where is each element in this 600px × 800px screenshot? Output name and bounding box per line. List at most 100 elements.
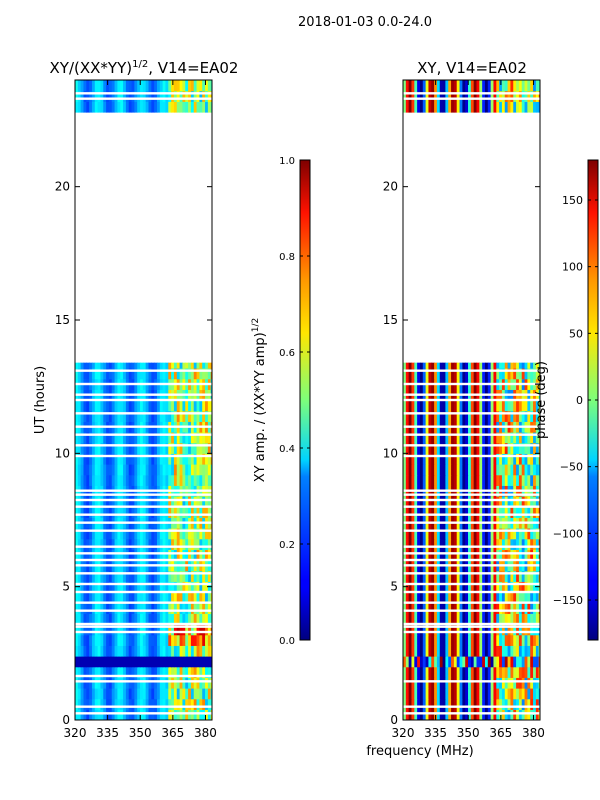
amplitude-heatmap-cell	[159, 656, 164, 668]
amplitude-heatmap-cell	[80, 400, 85, 412]
amplitude-heatmap-cell	[83, 400, 87, 412]
phase-heatmap-cell	[518, 400, 523, 412]
amplitude-heatmap-cell	[185, 688, 189, 700]
amplitude-heatmap-cell	[190, 645, 195, 657]
amplitude-heatmap-cell	[162, 613, 167, 625]
amplitude-heatmap-cell	[128, 592, 133, 604]
phase-heatmap-cell	[453, 90, 458, 102]
phase-heatmap-cell	[499, 677, 503, 689]
amplitude-heatmap-cell	[106, 368, 110, 380]
amplitude-heatmap-cell	[196, 368, 200, 380]
amplitude-heatmap-cell	[202, 602, 206, 614]
phase-heatmap-cell	[473, 602, 478, 614]
amplitude-heatmap-cell	[131, 80, 135, 92]
amplitude-heatmap-cell	[156, 80, 161, 92]
amplitude-heatmap-cell	[103, 634, 107, 646]
amplitude-heatmap-cell	[94, 410, 99, 422]
amplitude-data-gap	[75, 521, 212, 524]
amplitude-heatmap-cell	[199, 453, 203, 465]
phase-heatmap-cell	[408, 624, 413, 636]
amplitude-heatmap-cell	[111, 101, 116, 113]
phase-heatmap-cell	[422, 496, 427, 508]
phase-heatmap-cell	[470, 528, 475, 540]
phase-heatmap-cell	[501, 506, 506, 518]
amplitude-heatmap-cell	[151, 432, 155, 444]
phase-heatmap-cell	[482, 400, 486, 412]
phase-heatmap-cell	[434, 90, 438, 102]
amplitude-heatmap-cell	[193, 368, 198, 380]
amplitude-heatmap-cell	[193, 570, 198, 582]
amplitude-heatmap-cell	[202, 496, 206, 508]
amplitude-heatmap-cell	[75, 570, 79, 582]
phase-heatmap-cell	[468, 581, 472, 593]
amplitude-heatmap-cell	[106, 400, 110, 412]
phase-heatmap-cell	[501, 549, 506, 561]
phase-heatmap-cell	[442, 80, 447, 92]
amplitude-heatmap-cell	[165, 624, 169, 636]
amplitude-heatmap-cell	[207, 549, 212, 561]
amplitude-heatmap-cell	[114, 528, 119, 540]
phase-heatmap-cell	[403, 666, 407, 678]
phase-heatmap-cell	[530, 362, 534, 369]
amplitude-heatmap-cell	[173, 362, 178, 369]
amplitude-heatmap-cell	[162, 101, 167, 113]
amplitude-heatmap-cell	[156, 592, 161, 604]
phase-heatmap-cell	[484, 464, 489, 476]
amplitude-heatmap-cell	[91, 656, 96, 668]
phase-heatmap-cell	[516, 464, 520, 476]
phase-heatmap-cell	[504, 549, 509, 561]
phase-heatmap-cell	[479, 453, 483, 465]
phase-heatmap-cell	[513, 645, 517, 657]
amplitude-heatmap-cell	[117, 666, 121, 678]
phase-heatmap-cell	[419, 80, 424, 92]
amplitude-heatmap-cell	[120, 464, 124, 476]
amplitude-heatmap-cell	[148, 453, 152, 465]
amplitude-colorbar-tick-label: 0.2	[279, 540, 295, 551]
amplitude-heatmap-cell	[83, 506, 87, 518]
phase-heatmap-cell	[521, 506, 526, 518]
phase-heatmap-cell	[524, 453, 528, 465]
amplitude-heatmap-cell	[123, 464, 127, 476]
amplitude-heatmap-cell	[190, 432, 195, 444]
amplitude-heatmap-cell	[114, 362, 119, 369]
amplitude-colorbar-tick-label: 0.0	[279, 636, 295, 647]
amplitude-heatmap-cell	[137, 80, 141, 92]
amplitude-heatmap-cell	[173, 634, 178, 646]
amplitude-heatmap-cell	[106, 101, 110, 113]
amplitude-data-gap	[75, 412, 212, 415]
amplitude-heatmap-cell	[199, 432, 203, 444]
phase-heatmap-cell	[462, 677, 466, 689]
amplitude-heatmap-cell	[168, 624, 172, 636]
phase-heatmap-cell	[448, 592, 452, 604]
phase-heatmap-cell	[490, 362, 495, 369]
amplitude-heatmap-cell	[100, 549, 104, 561]
phase-heatmap-cell	[403, 570, 407, 582]
phase-heatmap-cell	[411, 80, 415, 92]
phase-heatmap-cell	[453, 602, 458, 614]
phase-heatmap-cell	[533, 496, 537, 508]
amplitude-heatmap-cell	[142, 634, 147, 646]
phase-heatmap-cell	[490, 613, 495, 625]
amplitude-heatmap-cell	[199, 464, 203, 476]
phase-heatmap-cell	[487, 368, 492, 380]
phase-heatmap-cell	[462, 506, 466, 518]
phase-colorbar-label: phase (deg)	[534, 361, 549, 439]
amplitude-heatmap-cell	[137, 602, 141, 614]
phase-heatmap-cell	[405, 709, 410, 720]
amplitude-heatmap-cell	[185, 624, 189, 636]
phase-heatmap-cell	[527, 688, 531, 700]
amplitude-heatmap-cell	[117, 400, 121, 412]
phase-heatmap-cell	[403, 464, 407, 476]
amplitude-heatmap-cell	[80, 688, 85, 700]
amplitude-heatmap-cell	[103, 432, 107, 444]
amplitude-heatmap-cell	[75, 474, 79, 486]
amplitude-heatmap-cell	[142, 442, 147, 454]
phase-heatmap-cell	[453, 453, 458, 465]
amplitude-heatmap-cell	[196, 442, 200, 454]
phase-heatmap-cell	[411, 666, 415, 678]
amplitude-heatmap-cell	[182, 613, 186, 625]
amplitude-heatmap-cell	[103, 570, 107, 582]
phase-heatmap-cell	[516, 442, 520, 454]
phase-heatmap-cell	[434, 362, 438, 369]
amplitude-heatmap-cell	[179, 666, 184, 678]
